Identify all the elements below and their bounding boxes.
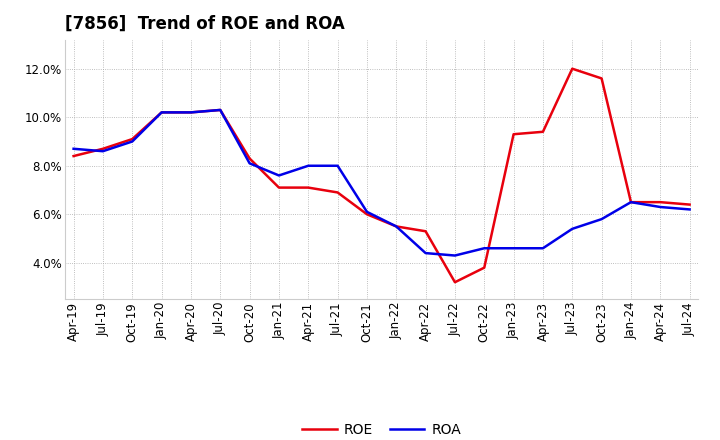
ROA	[69, 146, 78, 151]
ROA	[480, 246, 489, 251]
ROA	[246, 161, 254, 166]
ROE	[509, 132, 518, 137]
ROE	[99, 146, 107, 151]
ROE	[246, 156, 254, 161]
ROA	[598, 216, 606, 222]
ROA	[539, 246, 547, 251]
ROA	[568, 226, 577, 231]
Line: ROE: ROE	[73, 69, 690, 282]
ROE	[186, 110, 195, 115]
ROA	[685, 207, 694, 212]
ROE	[656, 199, 665, 205]
ROE	[128, 136, 137, 142]
ROE	[363, 212, 372, 217]
ROA	[216, 107, 225, 113]
ROE	[685, 202, 694, 207]
Legend: ROE, ROA: ROE, ROA	[297, 418, 467, 440]
ROA	[392, 224, 400, 229]
ROA	[363, 209, 372, 214]
ROE	[392, 224, 400, 229]
ROE	[568, 66, 577, 71]
ROE	[69, 154, 78, 159]
ROE	[539, 129, 547, 135]
ROE	[274, 185, 283, 190]
ROE	[451, 279, 459, 285]
ROE	[216, 107, 225, 113]
ROE	[598, 76, 606, 81]
ROA	[186, 110, 195, 115]
ROA	[99, 149, 107, 154]
Text: [7856]  Trend of ROE and ROA: [7856] Trend of ROE and ROA	[65, 15, 345, 33]
ROA	[509, 246, 518, 251]
ROA	[626, 199, 635, 205]
ROA	[274, 173, 283, 178]
ROA	[304, 163, 312, 169]
ROA	[451, 253, 459, 258]
ROE	[333, 190, 342, 195]
ROE	[304, 185, 312, 190]
ROA	[157, 110, 166, 115]
ROA	[333, 163, 342, 169]
ROE	[157, 110, 166, 115]
ROE	[626, 199, 635, 205]
Line: ROA: ROA	[73, 110, 690, 256]
ROA	[656, 204, 665, 209]
ROE	[480, 265, 489, 270]
ROA	[421, 250, 430, 256]
ROA	[128, 139, 137, 144]
ROE	[421, 229, 430, 234]
